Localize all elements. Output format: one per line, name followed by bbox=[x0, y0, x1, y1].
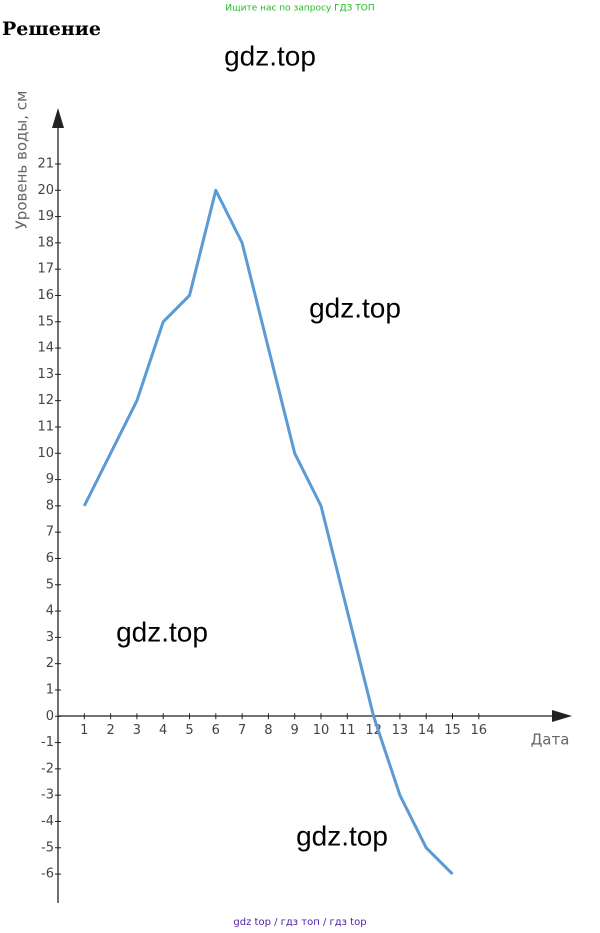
y-tick-label: 9 bbox=[46, 472, 54, 487]
y-tick-label: 8 bbox=[46, 498, 54, 513]
y-tick-label: 19 bbox=[37, 209, 54, 224]
y-tick-label: -1 bbox=[41, 735, 54, 750]
y-tick-label: 18 bbox=[37, 235, 54, 250]
y-tick-label: 7 bbox=[46, 525, 54, 540]
y-tick-label: 3 bbox=[46, 630, 54, 645]
x-axis-label: Дата bbox=[531, 731, 570, 749]
x-tick-label: 6 bbox=[212, 723, 220, 738]
y-tick-label: 10 bbox=[37, 446, 54, 461]
y-tick-label: -2 bbox=[41, 761, 54, 776]
y-arrow bbox=[52, 108, 64, 128]
y-tick-label: 15 bbox=[37, 314, 54, 329]
watermark: gdz.top bbox=[309, 292, 401, 323]
heading: Решение bbox=[2, 18, 101, 40]
y-tick-label: 11 bbox=[37, 419, 54, 434]
data-line bbox=[82, 188, 454, 876]
y-tick-label: 13 bbox=[37, 367, 54, 382]
x-tick-label: 5 bbox=[185, 723, 193, 738]
y-tick-label: -6 bbox=[41, 867, 54, 882]
x-tick-label: 4 bbox=[159, 723, 167, 738]
x-tick-label: 9 bbox=[291, 723, 299, 738]
y-tick-label: 21 bbox=[37, 156, 54, 171]
x-tick-label: 11 bbox=[339, 723, 356, 738]
watermark: gdz.top bbox=[116, 616, 208, 647]
x-tick-label: 8 bbox=[264, 723, 272, 738]
x-tick-label: 14 bbox=[418, 723, 435, 738]
y-tick-label: 4 bbox=[46, 604, 54, 619]
y-tick-label: 1 bbox=[46, 682, 54, 697]
y-tick-label: 2 bbox=[46, 656, 54, 671]
notice: Ищите нас по запросу ГДЗ ТОП bbox=[225, 4, 374, 14]
y-tick-label: 5 bbox=[46, 577, 54, 592]
x-tick-label: 16 bbox=[471, 723, 488, 738]
x-tick-label: 10 bbox=[313, 723, 330, 738]
x-arrow bbox=[552, 710, 572, 722]
y-axis-label: Уровень воды, см bbox=[13, 91, 31, 230]
x-tick-label: 1 bbox=[80, 723, 88, 738]
x-tick-label: 7 bbox=[238, 723, 246, 738]
watermark: gdz.top bbox=[224, 40, 316, 71]
watermark: gdz.top bbox=[296, 820, 388, 851]
y-tick-label: 12 bbox=[37, 393, 54, 408]
y-tick-label: 6 bbox=[46, 551, 54, 566]
y-tick-label: 0 bbox=[46, 709, 54, 724]
y-tick-label: 16 bbox=[37, 288, 54, 303]
y-tick-label: 20 bbox=[37, 183, 54, 198]
x-tick-label: 2 bbox=[106, 723, 114, 738]
y-tick-label: 14 bbox=[37, 341, 54, 356]
y-tick-label: -4 bbox=[41, 814, 54, 829]
x-tick-label: 3 bbox=[133, 723, 141, 738]
y-tick-label: -5 bbox=[41, 840, 54, 855]
x-tick-label: 15 bbox=[444, 723, 461, 738]
y-tick-label: -3 bbox=[41, 788, 54, 803]
footer[interactable]: gdz top / гдз топ / гдз top bbox=[233, 917, 366, 928]
x-tick-label: 13 bbox=[392, 723, 409, 738]
y-tick-label: 17 bbox=[37, 262, 54, 277]
